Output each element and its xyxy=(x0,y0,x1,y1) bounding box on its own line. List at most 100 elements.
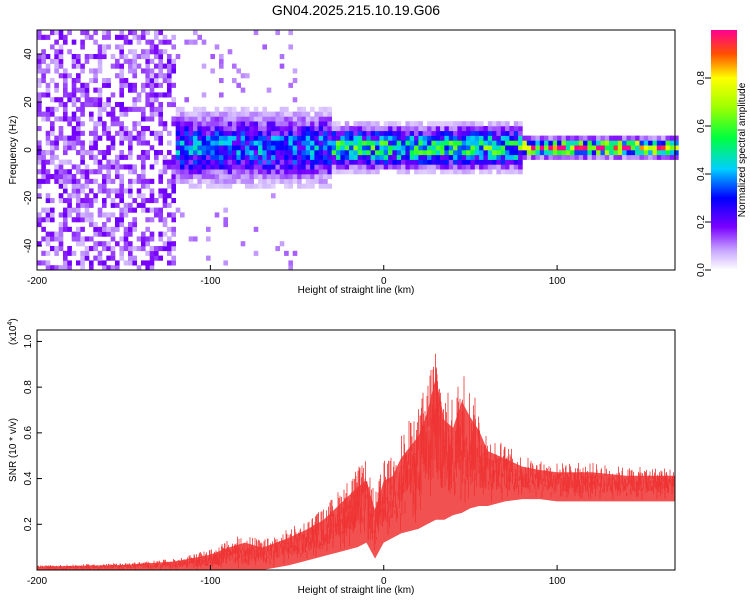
heatmap-cell xyxy=(41,236,46,242)
heatmap-cell xyxy=(561,140,566,146)
heatmap-cell xyxy=(565,154,571,160)
heatmap-cell xyxy=(518,145,523,151)
heatmap-cell xyxy=(305,121,311,127)
heatmap-cell xyxy=(162,164,168,170)
heatmap-cell xyxy=(71,102,77,108)
heatmap-cell xyxy=(279,241,285,247)
heatmap-cell xyxy=(340,140,345,146)
heatmap-cell xyxy=(136,188,142,194)
heatmap-cell xyxy=(37,78,42,84)
heatmap-cell xyxy=(80,226,85,232)
heatmap-cell xyxy=(275,169,280,175)
heatmap-cell xyxy=(58,130,64,136)
heatmap-cell xyxy=(197,130,202,136)
heatmap-cell xyxy=(119,106,124,112)
heatmap-cell xyxy=(249,126,254,132)
heatmap-cell xyxy=(58,169,64,175)
heatmap-cell xyxy=(223,159,228,165)
heatmap-cell xyxy=(102,178,107,184)
heatmap-cell xyxy=(71,126,77,132)
heatmap-cell xyxy=(193,174,198,180)
heatmap-cell xyxy=(479,159,484,165)
heatmap-cell xyxy=(266,111,272,117)
heatmap-cell xyxy=(136,236,142,242)
heatmap-cell xyxy=(513,164,519,170)
heatmap-cell xyxy=(123,135,129,141)
heatmap-cell xyxy=(258,145,263,151)
heatmap-cell xyxy=(197,154,202,160)
heatmap-cell xyxy=(50,265,55,271)
heatmap-cell xyxy=(54,265,59,271)
heatmap-cell xyxy=(37,183,42,189)
heatmap-cell xyxy=(652,145,658,151)
heatmap-cell xyxy=(175,140,181,146)
heatmap-cell xyxy=(310,130,315,136)
heatmap-cell xyxy=(500,140,506,146)
heatmap-cell xyxy=(427,159,432,165)
heatmap-cell xyxy=(344,121,350,127)
heatmap-cell xyxy=(301,164,306,170)
heatmap-cell xyxy=(236,159,241,165)
heatmap-cell xyxy=(570,154,575,160)
heatmap-cell xyxy=(214,164,220,170)
heatmap-cell xyxy=(483,140,488,146)
heatmap-cell xyxy=(102,106,107,112)
heatmap-cell xyxy=(617,150,623,156)
heatmap-cell xyxy=(531,150,536,156)
heatmap-cell xyxy=(301,126,306,132)
heatmap-cell xyxy=(240,121,246,127)
heatmap-cell xyxy=(323,174,328,180)
heatmap-cell xyxy=(115,130,120,136)
heatmap-cell xyxy=(197,150,202,156)
heatmap-cell xyxy=(115,188,120,194)
heatmap-cell xyxy=(362,140,367,146)
heatmap-cell xyxy=(45,265,51,271)
heatmap-cell xyxy=(310,116,315,122)
heatmap-cell xyxy=(544,145,549,151)
heatmap-cell xyxy=(219,140,224,146)
heatmap-cell xyxy=(132,135,137,141)
heatmap-cell xyxy=(214,159,220,165)
heatmap-cell xyxy=(158,111,163,117)
heatmap-cell xyxy=(262,169,267,175)
heatmap-cell xyxy=(565,140,571,146)
heatmap-cell xyxy=(275,159,280,165)
heatmap-cell xyxy=(279,178,285,184)
heatmap-cell xyxy=(110,202,116,208)
heatmap-cell xyxy=(292,150,298,156)
heatmap-cell xyxy=(197,140,202,146)
heatmap-cell xyxy=(509,169,514,175)
heatmap-cell xyxy=(58,222,64,228)
heatmap-cell xyxy=(115,121,120,127)
heatmap-cell xyxy=(240,111,246,117)
heatmap-cell xyxy=(214,121,220,127)
heatmap-cell xyxy=(474,150,480,156)
heatmap-cell xyxy=(370,126,376,132)
heatmap-cell xyxy=(145,250,150,256)
heatmap-cell xyxy=(141,34,146,40)
heatmap-cell xyxy=(41,54,46,60)
heatmap-cell xyxy=(123,260,129,266)
heatmap-cell xyxy=(67,159,72,165)
heatmap-cell xyxy=(102,150,107,156)
heatmap-cell xyxy=(50,44,55,50)
heatmap-cell xyxy=(388,145,393,151)
heatmap-cell xyxy=(448,159,454,165)
heatmap-cell xyxy=(431,145,436,151)
heatmap-cell xyxy=(518,159,523,165)
heatmap-cell xyxy=(58,265,64,271)
heatmap-cell xyxy=(288,150,293,156)
heatmap-cell xyxy=(431,126,436,132)
heatmap-cell xyxy=(37,260,42,266)
heatmap-cell xyxy=(240,106,246,112)
heatmap-cell xyxy=(206,178,211,184)
heatmap-cell xyxy=(50,198,55,204)
heatmap-cell xyxy=(219,178,224,184)
heatmap-cell xyxy=(253,164,259,170)
heatmap-cell xyxy=(370,169,376,175)
heatmap-cell xyxy=(175,54,181,60)
heatmap-cell xyxy=(245,169,250,175)
heatmap-cell xyxy=(513,154,519,160)
heatmap-cell xyxy=(158,150,163,156)
heatmap-cell xyxy=(119,154,124,160)
